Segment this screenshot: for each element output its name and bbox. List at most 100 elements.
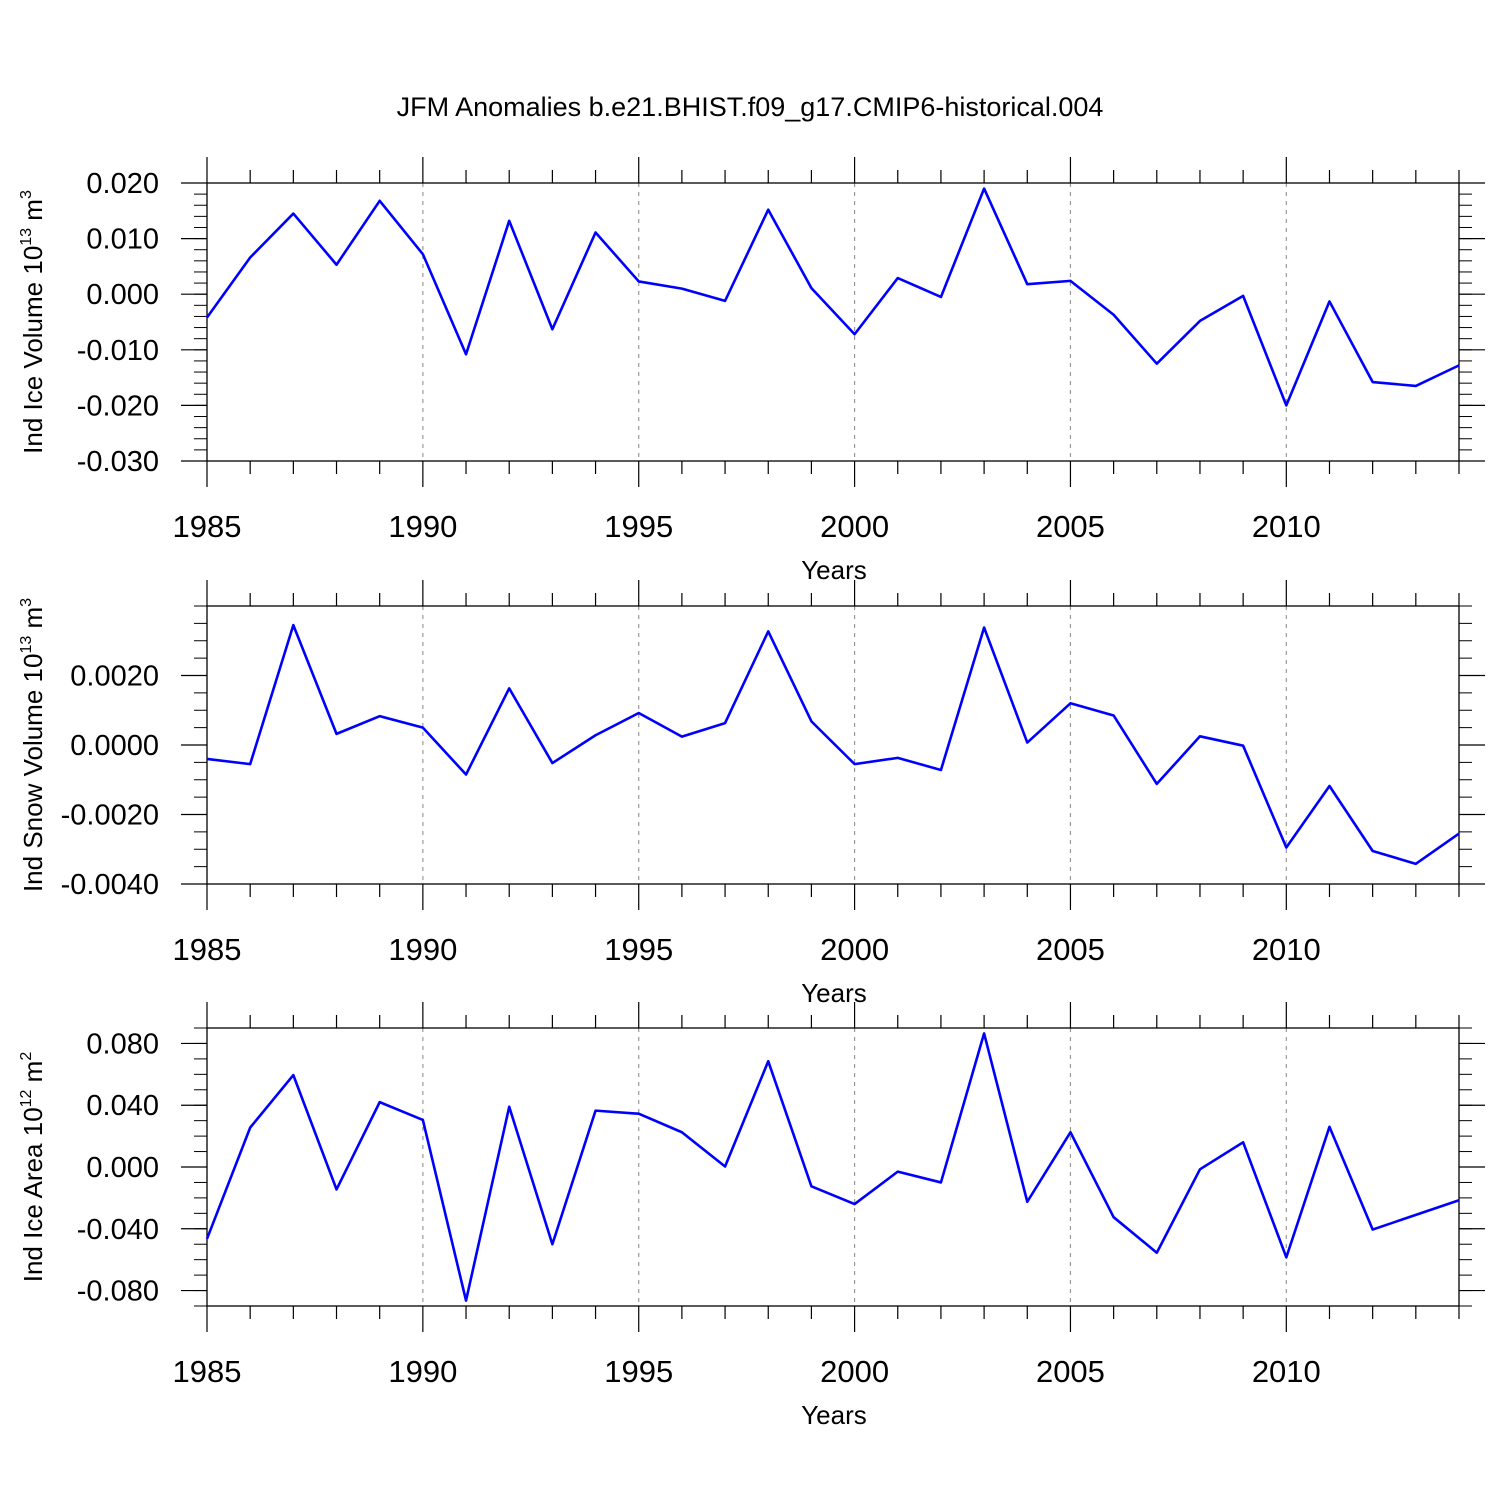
data-point — [464, 1299, 468, 1303]
plot-frame — [206, 1027, 1460, 1307]
data-point — [1198, 1167, 1202, 1171]
data-point — [1327, 1125, 1331, 1129]
x-tick-label: 1995 — [604, 509, 673, 544]
data-point — [1371, 1228, 1375, 1232]
data-point — [1457, 1198, 1461, 1202]
data-point — [594, 733, 598, 737]
data-point — [1414, 1213, 1418, 1217]
figure-title: JFM Anomalies b.e21.BHIST.f09_g17.CMIP6-… — [396, 92, 1104, 122]
plot-frame — [206, 605, 1460, 885]
data-point — [507, 1105, 511, 1109]
chart-panel-2: 0.0020 0.0000 -0.0020 -0.0040 1985 1990 1995 20… — [18, 580, 1485, 1008]
chart-panel-1: 0.020 0.010 0.000 -0.010 -0.020 -0.030 1985 199… — [18, 157, 1485, 585]
y-tick-label: 0.040 — [86, 1090, 159, 1122]
y-tick-label: -0.010 — [77, 335, 159, 367]
data-point — [550, 761, 554, 765]
y-tick-label: 0.0000 — [70, 730, 159, 762]
data-point — [335, 263, 339, 267]
data-point — [291, 1073, 295, 1077]
data-point — [766, 1059, 770, 1063]
x-tick-label: 1985 — [173, 509, 242, 544]
y-tick-label: -0.040 — [77, 1214, 159, 1246]
data-point — [1241, 744, 1245, 748]
x-tick-label: 2005 — [1036, 509, 1105, 544]
data-point — [637, 711, 641, 715]
y-axis-title: Ind Snow Volume 1013 m3 — [18, 598, 48, 892]
data-point — [766, 629, 770, 633]
x-tick-label: 1990 — [388, 932, 457, 967]
y-tick-label: 0.020 — [86, 168, 159, 200]
x-tick-label: 1985 — [173, 1354, 242, 1389]
data-point — [1112, 1215, 1116, 1219]
data-point — [464, 773, 468, 777]
data-point — [982, 187, 986, 191]
chart-panel-3: 0.080 0.040 0.000 -0.040 -0.080 1985 1990 1995 2… — [18, 1002, 1485, 1430]
y-tick-label: -0.020 — [77, 390, 159, 422]
data-point — [594, 1109, 598, 1113]
x-tick-label: 2005 — [1036, 1354, 1105, 1389]
y-tick-label: 0.080 — [86, 1028, 159, 1060]
data-point — [550, 1242, 554, 1246]
y-tick-label: -0.030 — [77, 446, 159, 478]
x-tick-label: 1995 — [604, 1354, 673, 1389]
data-point — [896, 756, 900, 760]
data-point — [335, 1187, 339, 1191]
data-point — [1068, 279, 1072, 283]
data-point — [896, 1170, 900, 1174]
x-axis-title: Years — [801, 555, 867, 585]
data-point — [809, 286, 813, 290]
data-point — [680, 287, 684, 291]
data-point — [637, 1112, 641, 1116]
data-point — [248, 762, 252, 766]
data-point — [1068, 1130, 1072, 1134]
data-point — [1025, 1200, 1029, 1204]
data-point — [421, 252, 425, 256]
data-point — [248, 256, 252, 260]
data-point — [809, 1184, 813, 1188]
data-point — [939, 1180, 943, 1184]
data-point — [1371, 380, 1375, 384]
data-point — [1198, 734, 1202, 738]
data-point — [939, 295, 943, 299]
x-tick-label: 2010 — [1252, 509, 1321, 544]
data-point — [982, 626, 986, 630]
data-point — [723, 721, 727, 725]
data-point — [1112, 713, 1116, 717]
plot-frame — [206, 182, 1460, 462]
y-tick-label: -0.0040 — [61, 869, 159, 901]
x-axis-title: Years — [801, 1400, 867, 1430]
data-point — [723, 1165, 727, 1169]
data-point — [1457, 363, 1461, 367]
x-axis-title: Years — [801, 978, 867, 1008]
data-point — [1327, 784, 1331, 788]
x-tick-label: 2010 — [1252, 932, 1321, 967]
data-point — [723, 299, 727, 303]
data-point — [1284, 1255, 1288, 1259]
data-point — [464, 352, 468, 356]
data-point — [1414, 384, 1418, 388]
data-point — [550, 327, 554, 331]
y-tick-label: -0.080 — [77, 1276, 159, 1308]
data-point — [1371, 849, 1375, 853]
data-point — [1155, 362, 1159, 366]
data-point — [896, 276, 900, 280]
data-point — [378, 1100, 382, 1104]
data-point — [809, 719, 813, 723]
data-point — [1198, 319, 1202, 323]
data-point — [853, 1202, 857, 1206]
data-point — [680, 735, 684, 739]
y-tick-label: -0.0020 — [61, 800, 159, 832]
x-tick-label: 1990 — [388, 509, 457, 544]
data-point — [1155, 1251, 1159, 1255]
data-point — [378, 714, 382, 718]
data-point — [507, 219, 511, 223]
data-point — [982, 1031, 986, 1035]
data-point — [335, 732, 339, 736]
data-point — [637, 279, 641, 283]
data-point — [1327, 299, 1331, 303]
data-point — [1284, 846, 1288, 850]
data-point — [291, 623, 295, 627]
data-point — [853, 332, 857, 336]
data-point — [1112, 313, 1116, 317]
